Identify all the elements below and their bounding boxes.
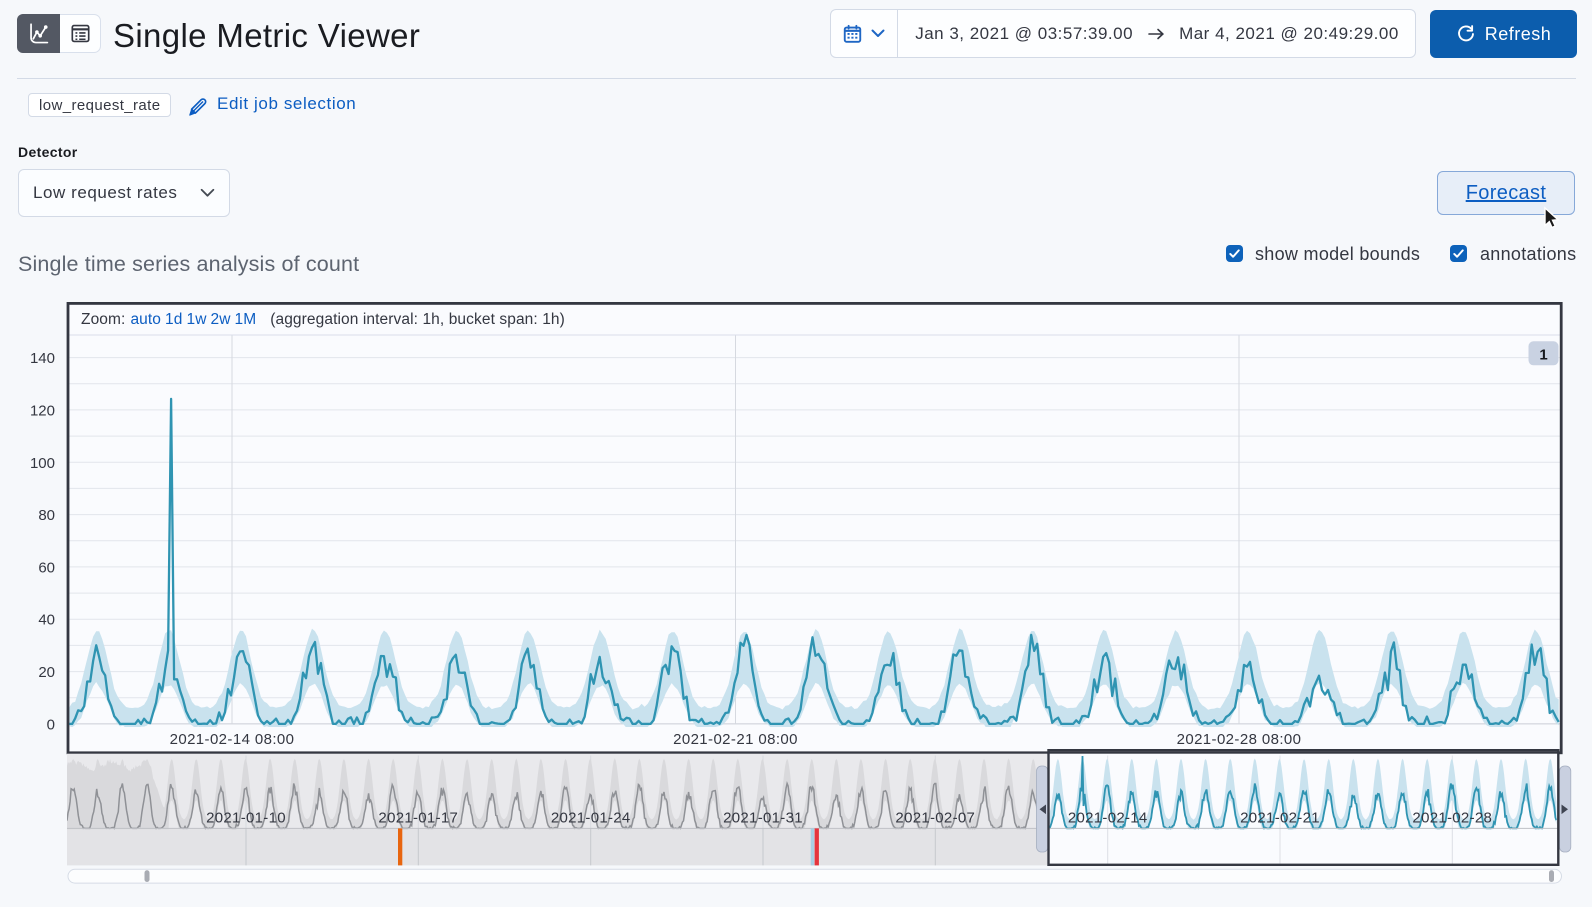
- svg-text:2021-01-17: 2021-01-17: [378, 810, 458, 827]
- svg-text:40: 40: [38, 612, 55, 629]
- svg-text:80: 80: [38, 507, 55, 524]
- svg-text:1: 1: [1539, 346, 1547, 363]
- svg-text:100: 100: [30, 455, 55, 472]
- svg-text:2021-02-14 08:00: 2021-02-14 08:00: [170, 731, 295, 748]
- svg-text:2021-01-10: 2021-01-10: [206, 810, 286, 827]
- svg-text:60: 60: [38, 559, 55, 576]
- svg-text:20: 20: [38, 664, 55, 681]
- svg-text:120: 120: [30, 402, 55, 419]
- svg-text:0: 0: [47, 716, 55, 733]
- svg-text:2021-02-28: 2021-02-28: [1412, 810, 1492, 827]
- svg-text:2021-02-28 08:00: 2021-02-28 08:00: [1177, 731, 1302, 748]
- svg-text:140: 140: [30, 350, 55, 367]
- svg-text:2021-01-31: 2021-01-31: [723, 810, 803, 827]
- svg-text:2021-01-24: 2021-01-24: [551, 810, 631, 827]
- svg-text:2021-02-21 08:00: 2021-02-21 08:00: [673, 731, 798, 748]
- svg-text:2021-02-21: 2021-02-21: [1240, 810, 1320, 827]
- svg-text:2021-02-14: 2021-02-14: [1068, 810, 1148, 827]
- svg-text:2021-02-07: 2021-02-07: [895, 810, 975, 827]
